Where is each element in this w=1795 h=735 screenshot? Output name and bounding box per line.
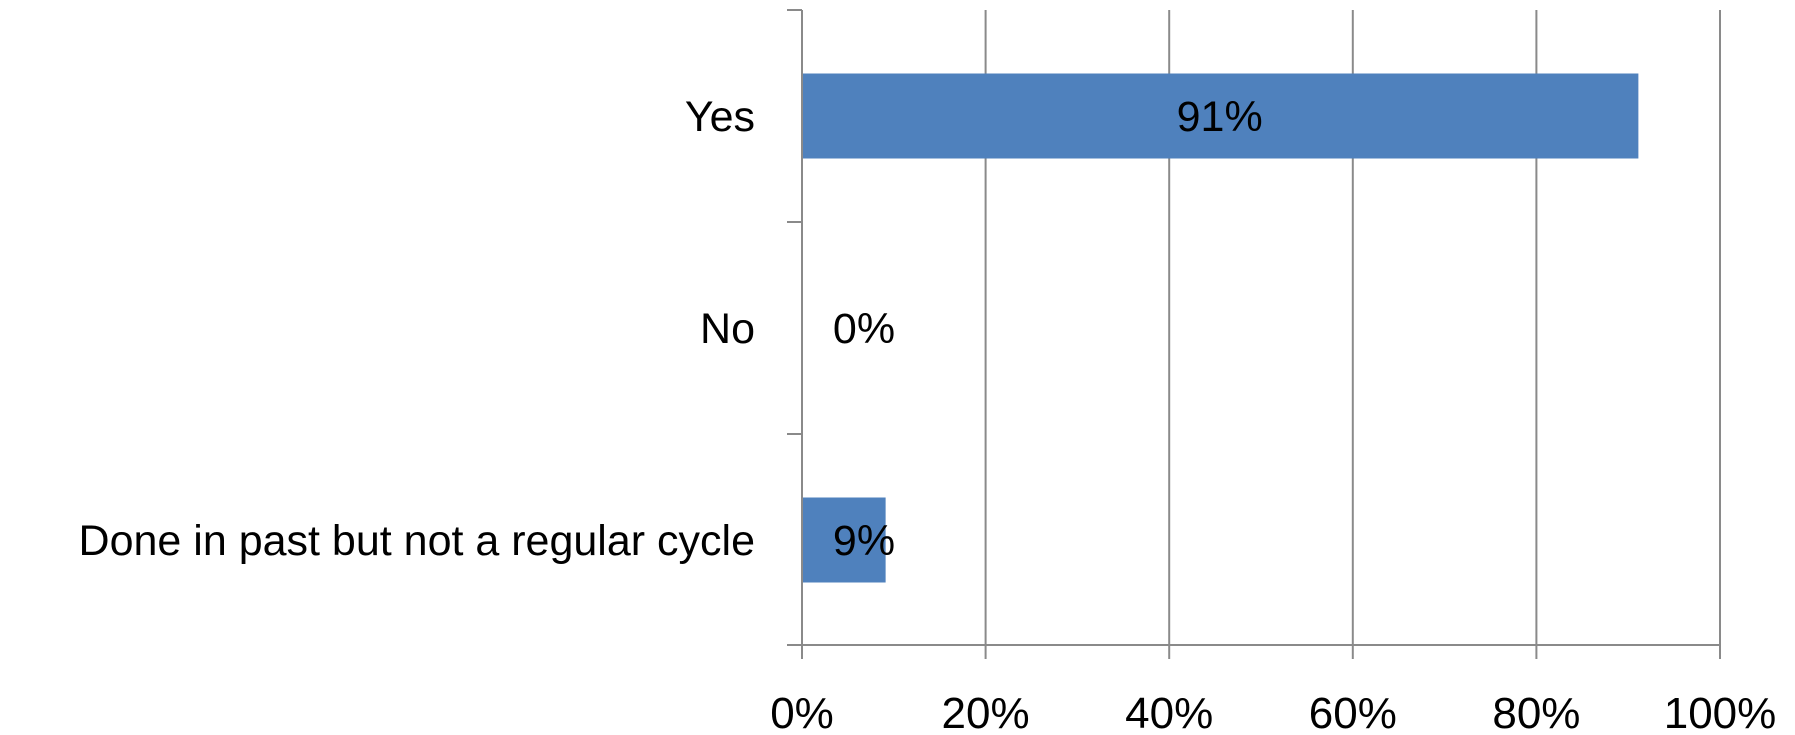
bars [803, 73, 1639, 583]
x-tick-label: 80% [1492, 689, 1580, 735]
category-labels: Yes No Done in past but not a regular cycl… [79, 93, 755, 565]
bar-yes [803, 73, 1639, 159]
data-labels: 91% 0% 9% [833, 93, 1263, 565]
data-label-no: 0% [833, 305, 895, 353]
x-tick-label: 60% [1309, 689, 1397, 735]
x-tick-label: 20% [942, 689, 1030, 735]
x-tick-label: 100% [1664, 689, 1777, 735]
data-label-done-in-past-but-not-a-regular-cycle: 9% [833, 517, 895, 565]
bar-done-in-past-but-not-a-regular-cycle [803, 497, 886, 583]
x-tick-labels: 0% 20% 40% 60% 80% 100% [770, 689, 1776, 735]
category-label-no: No [700, 305, 755, 353]
x-tick-label: 0% [770, 689, 834, 735]
x-tick-label: 40% [1125, 689, 1213, 735]
category-label-yes: Yes [685, 93, 755, 141]
value-axis [787, 9, 1721, 659]
data-label-yes: 91% [1177, 93, 1263, 141]
category-label-done-in-past-but-not-a-regular-cycle: Done in past but not a regular cycle [79, 517, 755, 565]
